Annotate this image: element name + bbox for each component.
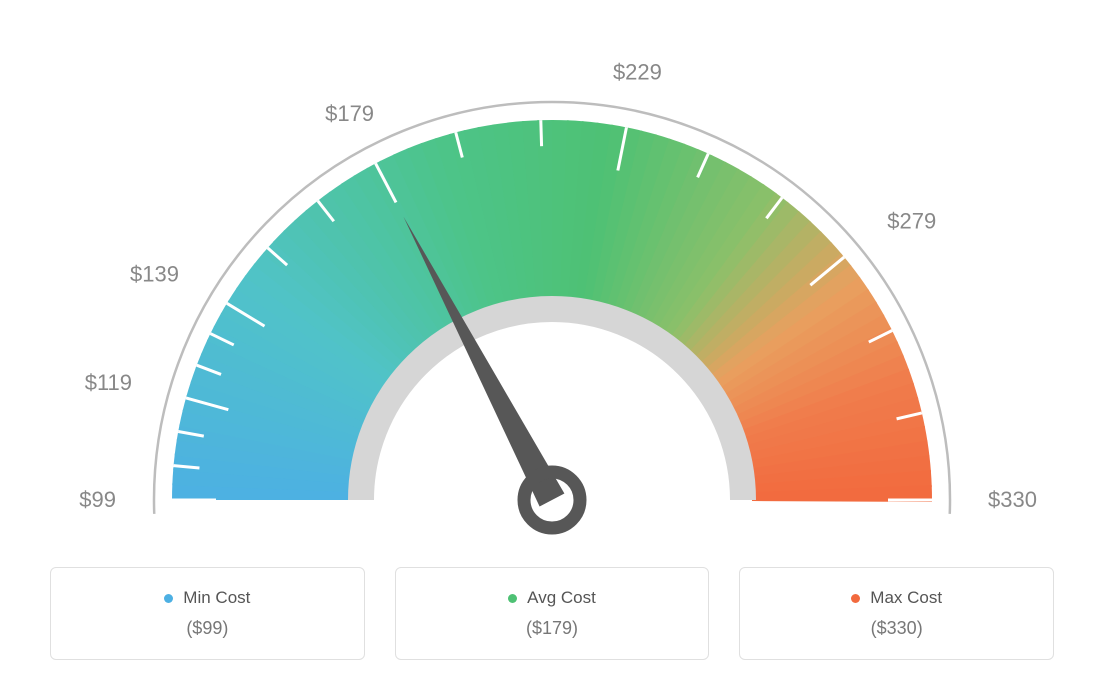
gauge-tick-label: $330	[988, 487, 1037, 512]
gauge-tick-label: $99	[79, 487, 116, 512]
legend-card-avg: Avg Cost ($179)	[395, 567, 710, 660]
legend-dot-avg	[508, 594, 517, 603]
gauge-tick-label: $139	[130, 261, 179, 286]
legend-label-min: Min Cost	[164, 588, 250, 608]
legend-card-min: Min Cost ($99)	[50, 567, 365, 660]
gauge-chart: $99 $119 $139 $179 $229 $279 $330	[0, 0, 1104, 560]
legend-dot-max	[851, 594, 860, 603]
gauge-tick-label: $179	[325, 101, 374, 126]
legend-value-min: ($99)	[61, 618, 354, 639]
gauge-tick-label: $229	[613, 59, 662, 84]
legend-row: Min Cost ($99) Avg Cost ($179) Max Cost …	[50, 567, 1054, 660]
legend-dot-min	[164, 594, 173, 603]
legend-value-avg: ($179)	[406, 618, 699, 639]
legend-label-max: Max Cost	[851, 588, 942, 608]
legend-text-min: Min Cost	[183, 588, 250, 608]
legend-text-avg: Avg Cost	[527, 588, 596, 608]
gauge-tick-label: $119	[85, 370, 132, 395]
legend-value-max: ($330)	[750, 618, 1043, 639]
legend-card-max: Max Cost ($330)	[739, 567, 1054, 660]
legend-label-avg: Avg Cost	[508, 588, 596, 608]
legend-text-max: Max Cost	[870, 588, 942, 608]
gauge-svg: $99 $119 $139 $179 $229 $279 $330	[0, 0, 1104, 560]
gauge-tick-label: $279	[887, 208, 936, 233]
